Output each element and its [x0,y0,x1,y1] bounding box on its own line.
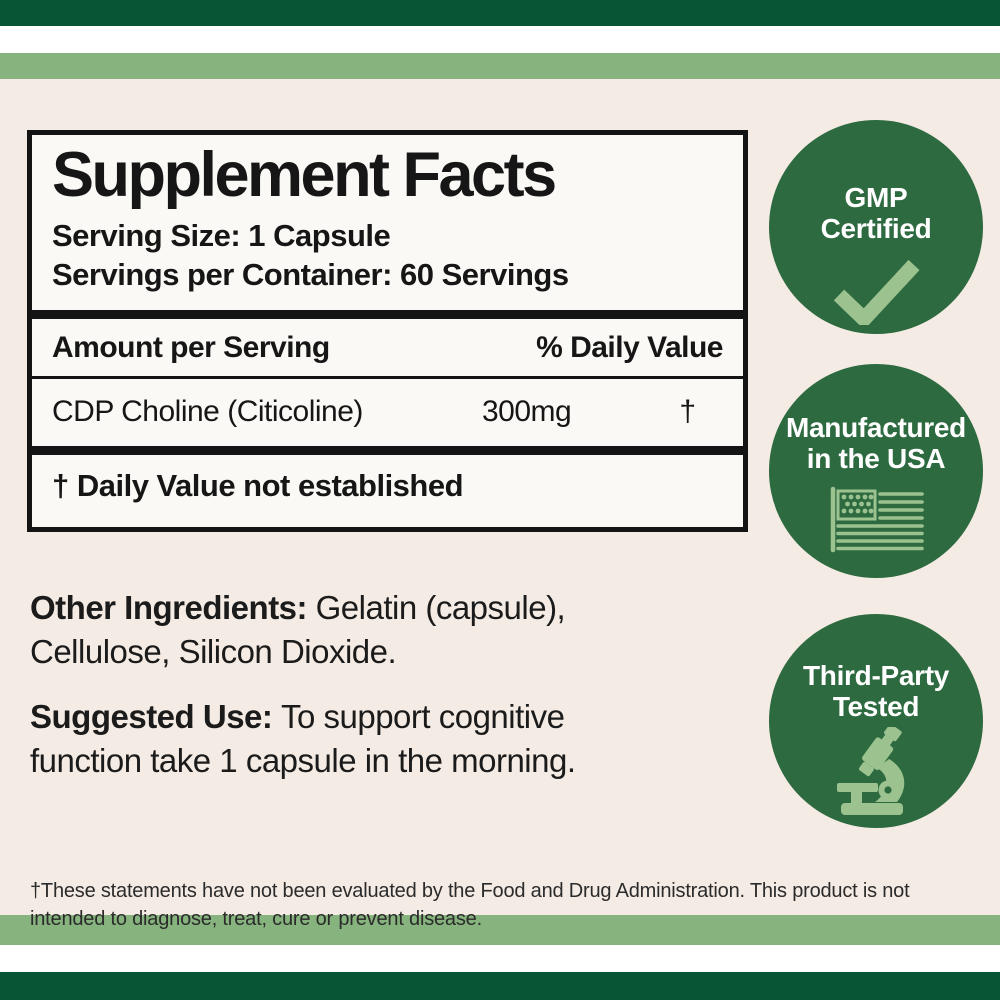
divider-thick [32,445,743,455]
table-row: CDP Choline (Citicoline) 300mg † [52,379,723,446]
supplement-facts-panel: Supplement Facts Serving Size: 1 Capsule… [27,130,748,532]
divider-thick [32,309,743,319]
bottom-banner-dark-stripe [0,972,1000,1000]
checkmark-icon [833,259,920,325]
badge-line: GMP [844,182,908,213]
daily-value-note: † Daily Value not established [52,467,464,503]
badge-gmp-certified: GMP Certified [769,120,983,334]
bottom-banner-white-stripe [0,945,1000,972]
divider-thin [32,375,743,379]
ingredient-daily-value: † [679,394,696,428]
other-ingredients-text: Gelatin (capsule), Cellulose, Silicon Di… [30,589,566,670]
serving-size: Serving Size: 1 Capsule [52,218,391,254]
badge-line: in the USA [806,443,946,475]
badge-line: Certified [820,213,932,245]
badge-line: Manufactured [786,412,966,443]
servings-per-container: Servings per Container: 60 Servings [52,257,569,292]
column-daily-value: % Daily Value [536,330,723,364]
badge-made-in-usa: Manufactured in the USA [769,364,983,578]
microscope-icon [837,726,905,815]
suggested-use-text: To support cognitive function take 1 cap… [30,698,576,779]
bottom-banner-light-stripe [0,915,1000,945]
badge-line: Tested [832,691,920,723]
other-ingredients-label: Other Ingredients: [30,589,308,626]
fda-disclaimer: †These statements have not been evaluate… [30,880,910,930]
table-header-row: Amount per Serving % Daily Value [52,319,723,376]
top-banner-white-stripe [0,26,1000,53]
top-banner-dark-stripe [0,0,1000,26]
badge-line: Third-Party [802,660,950,691]
panel-title: Supplement Facts [52,140,557,210]
suggested-use-label: Suggested Use: [30,698,273,735]
ingredient-name: CDP Choline (Citicoline) [52,394,363,428]
ingredient-amount: 300mg [482,394,572,428]
usa-flag-icon [830,486,924,552]
column-amount-per-serving: Amount per Serving [52,330,330,364]
other-ingredients: Other Ingredients: Gelatin (capsule), Cel… [30,586,685,674]
suggested-use: Suggested Use: To support cognitive funct… [30,695,675,783]
top-banner-light-stripe [0,53,1000,79]
badge-third-party-tested: Third-Party Tested [769,614,983,828]
